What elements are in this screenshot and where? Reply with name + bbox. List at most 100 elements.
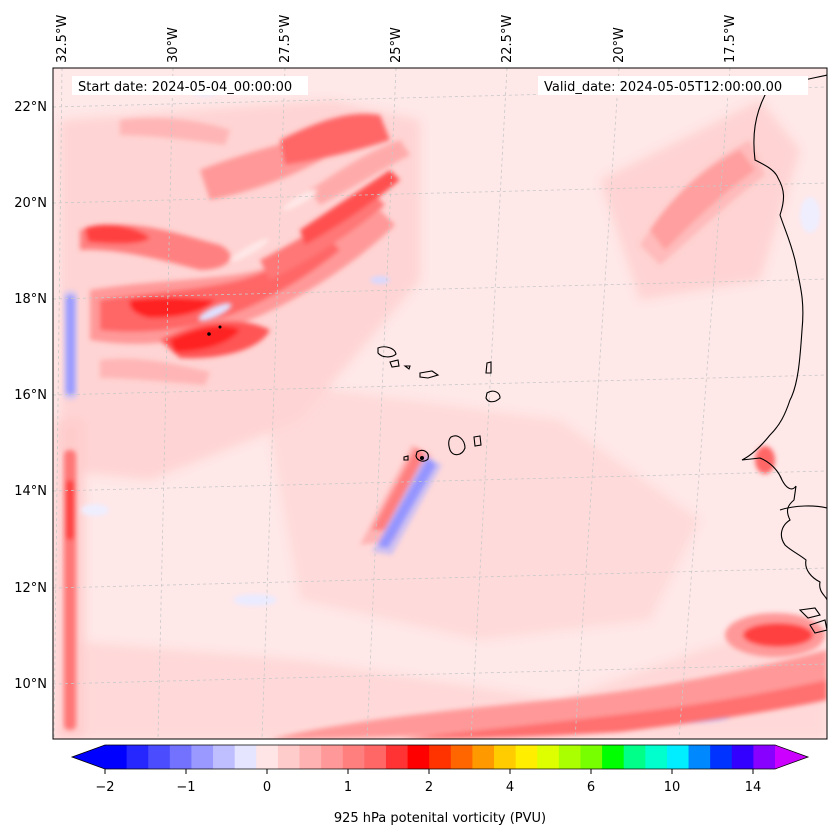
lat-label: 16°N (14, 388, 47, 403)
colorbar-segment (126, 745, 149, 769)
colorbar-tick-label: 6 (587, 780, 595, 795)
meridian-line (366, 68, 397, 739)
colorbar-tick-label: 1 (344, 780, 352, 795)
lat-label: 20°N (14, 196, 47, 211)
pv-streak-nw-11 (300, 170, 400, 245)
colorbar-ticks: −2 −1 0 1 2 4 6 10 14 (95, 769, 761, 795)
colorbar-segment (602, 745, 625, 769)
start-date-box (72, 76, 308, 95)
pv-gap-3 (282, 189, 318, 211)
lon-label: 27.5°W (278, 15, 293, 63)
lon-label: 20°W (612, 27, 627, 63)
meridian-line (53, 68, 63, 739)
parallel-line (53, 567, 827, 589)
valid-date-label: Valid_date: 2024-05-05T12:00:00.00 (544, 80, 782, 95)
west-africa-river (779, 505, 827, 511)
colorbar-segment (213, 745, 236, 769)
lon-label: 25°W (389, 27, 404, 63)
lon-label: 32.5°W (55, 15, 70, 63)
lat-label: 22°N (14, 100, 47, 115)
map-panel: Start date: 2024-05-04_00:00:00 Valid_da… (52, 67, 828, 740)
pv-south-band (270, 650, 827, 739)
parallel-line (53, 374, 827, 396)
pv-streak-nw-13 (120, 118, 230, 145)
pv-negative-patch-6 (370, 276, 390, 284)
pv-negative-patch-5 (800, 197, 820, 233)
colorbar-tick-label: 4 (506, 780, 514, 795)
colorbar-tick-label: −1 (176, 780, 195, 795)
lat-label: 12°N (14, 581, 47, 596)
colorbar-title: 925 hPa potenital vorticity (PVU) (334, 811, 546, 826)
lon-label: 30°W (166, 27, 181, 63)
pv-streak-nw-5 (129, 297, 215, 318)
latitude-labels: 22°N 20°N 18°N 16°N 14°N 12°N 10°N (14, 100, 47, 692)
colorbar-segment (537, 745, 560, 769)
meridian-line (574, 68, 620, 739)
colorbar-segment (148, 745, 171, 769)
pv-west-blue-strip-halo (63, 290, 78, 400)
pv-streak-nw-9 (280, 113, 390, 165)
island-sao-nicolau (419, 370, 440, 379)
colorbar-segment (753, 745, 776, 769)
colorbar-over-arrow (775, 745, 808, 769)
parallel-line (53, 278, 827, 300)
pv-south-band-core (400, 680, 827, 739)
lat-label: 14°N (14, 484, 47, 499)
island-maio (473, 435, 482, 447)
valid-date-box (538, 76, 808, 95)
colorbar-segment (169, 745, 193, 769)
colorbar-segment (191, 745, 214, 769)
meridian-line (261, 68, 286, 739)
pv-se-blob (743, 623, 813, 647)
colorbar-tick-label: −2 (95, 780, 114, 795)
longitude-labels: 32.5°W 30°W 27.5°W 25°W 22.5°W 20°W 17.5… (55, 15, 738, 63)
island-santo-antao (377, 346, 397, 358)
colorbar-segment (277, 745, 301, 769)
lon-label: 17.5°W (723, 15, 738, 63)
parallel-line (53, 663, 827, 685)
colorbar-segment (256, 745, 279, 769)
parallel-line (53, 86, 827, 108)
meridian-line (470, 68, 508, 739)
pv-light-band-center (260, 380, 700, 640)
lon-label: 22.5°W (500, 15, 515, 63)
colorbar-segment (515, 745, 538, 769)
island-brava (403, 455, 409, 461)
island-boa-vista (485, 390, 501, 403)
island-marker (420, 456, 424, 460)
lat-label: 10°N (14, 677, 47, 692)
colorbar-segment (342, 745, 365, 769)
colorbar-tick-label: 10 (664, 780, 681, 795)
island-marker (218, 325, 222, 329)
pv-west-red-strip-core (66, 480, 74, 540)
colorbar-under-arrow (72, 745, 105, 769)
pv-gap-2 (230, 238, 270, 262)
parallel-line (53, 182, 827, 204)
colorbar-segment (364, 745, 387, 769)
colorbar-segment (558, 745, 582, 769)
colorbar-segment (385, 745, 409, 769)
island-sal (485, 361, 492, 374)
colorbar-segment (623, 745, 646, 769)
colorbar-segment (666, 745, 690, 769)
meridian-line (678, 68, 731, 739)
colorbar-segment (710, 745, 733, 769)
pv-streak-nw-12 (310, 140, 410, 205)
island-fogo (415, 449, 429, 462)
colorbar: −2 −1 0 1 2 4 6 10 14 925 hPa potenital … (70, 744, 810, 826)
colorbar-tick-label: 2 (425, 780, 433, 795)
colorbar-segment (321, 745, 344, 769)
lat-label: 18°N (14, 292, 47, 307)
pv-field (56, 84, 827, 739)
pv-streak-nw-14 (100, 358, 210, 385)
colorbar-segment (105, 745, 128, 769)
graticule (53, 68, 827, 739)
colorbar-segment (580, 745, 603, 769)
island-santa-luzia (403, 365, 411, 370)
parallel-line (53, 470, 827, 492)
colorbar-tick-label: 14 (745, 780, 762, 795)
colorbar-segment (429, 745, 452, 769)
africa-coastline (741, 74, 827, 601)
colorbar-segment (450, 745, 474, 769)
